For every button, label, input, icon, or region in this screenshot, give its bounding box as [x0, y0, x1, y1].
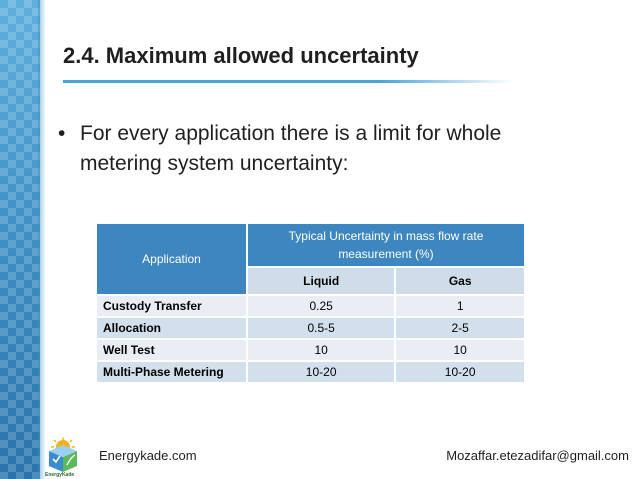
cell-liquid: 10 [247, 338, 397, 361]
header-typical-uncertainty: Typical Uncertainty in mass flow rate me… [247, 224, 524, 267]
cell-application: Multi-Phase Metering [97, 360, 248, 382]
cell-liquid: 0.5-5 [247, 316, 397, 339]
header-application: Application [97, 224, 248, 295]
subheader-liquid: Liquid [247, 266, 397, 295]
table-subheader-row: Liquid Gas [97, 266, 524, 295]
bullet-text: For every application there is a limit f… [80, 122, 502, 175]
footer-website: Energykade.com [99, 448, 197, 463]
cell-gas: 1 [395, 294, 524, 317]
cell-gas: 2-5 [395, 316, 524, 339]
footer-email: Mozaffar.etezadifar@gmail.com [446, 448, 629, 463]
slide-title: 2.4. Maximum allowed uncertainty [63, 43, 419, 68]
table-row: Allocation 0.5-5 2-5 [97, 316, 524, 339]
cell-application: Well Test [97, 338, 248, 361]
bullet-dot-icon: • [58, 122, 66, 145]
cell-liquid: 0.25 [247, 294, 397, 317]
left-decorative-band [0, 0, 46, 479]
cell-gas: 10 [395, 338, 524, 361]
logo-caption: EnergyKade [45, 472, 75, 478]
table-row: Custody Transfer 0.25 1 [97, 294, 524, 317]
bullet-item: • For every application there is a limit… [58, 119, 578, 179]
cell-application: Allocation [97, 316, 248, 339]
slide-content: 2.4. Maximum allowed uncertainty • For e… [40, 0, 638, 479]
subheader-gas: Gas [395, 266, 524, 295]
table-row: Well Test 10 10 [97, 338, 524, 361]
cell-liquid: 10-20 [247, 360, 397, 382]
uncertainty-table: Application Typical Uncertainty in mass … [97, 224, 524, 382]
table-header-row: Application Typical Uncertainty in mass … [97, 224, 524, 295]
energykade-logo-icon [49, 437, 77, 472]
table-row: Multi-Phase Metering 10-20 10-20 [97, 360, 524, 382]
cell-application: Custody Transfer [97, 294, 248, 317]
title-underline [63, 80, 513, 83]
cell-gas: 10-20 [395, 360, 524, 382]
